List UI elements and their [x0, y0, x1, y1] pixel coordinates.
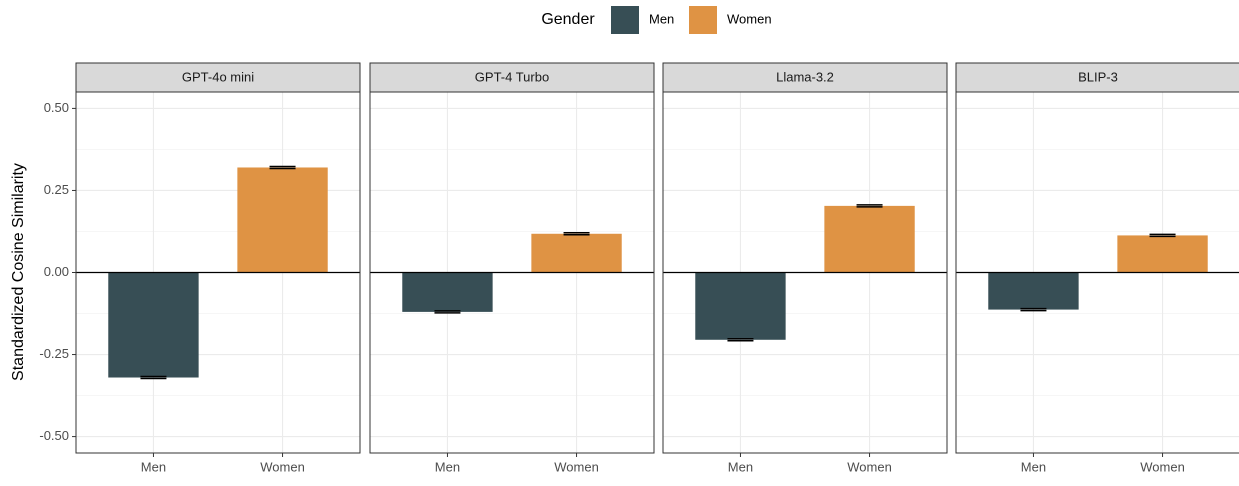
y-axis-label: Standardized Cosine Similarity — [10, 163, 27, 381]
error-bar — [727, 338, 754, 342]
bar — [695, 272, 786, 340]
facet-title: GPT-4o mini — [182, 69, 254, 84]
x-tick-label: Men — [141, 459, 166, 474]
x-tick-label: Men — [1021, 459, 1046, 474]
facet-strip — [955, 62, 1239, 93]
error-bar — [856, 204, 883, 208]
legend-label: Women — [727, 11, 772, 26]
panel-border — [662, 91, 948, 454]
bar — [108, 272, 199, 378]
panel-border — [369, 91, 655, 454]
error-bar — [269, 165, 296, 170]
legend-swatch — [689, 6, 717, 34]
facet-strip — [369, 62, 655, 93]
bar — [1117, 235, 1208, 273]
error-bar — [1020, 307, 1047, 312]
error-bar — [434, 310, 461, 314]
x-tick-label: Men — [435, 459, 460, 474]
facet-strip — [75, 62, 361, 93]
bar — [237, 167, 328, 273]
y-tick-label: -0.50 — [39, 428, 69, 443]
facet-title: GPT-4 Turbo — [475, 69, 549, 84]
bar — [988, 272, 1079, 310]
x-tick-label: Women — [847, 459, 892, 474]
x-tick-label: Women — [260, 459, 305, 474]
legend-title: Gender — [541, 11, 595, 28]
legend-swatch — [611, 6, 639, 34]
facet-title: Llama-3.2 — [776, 69, 834, 84]
y-tick-label: 0.50 — [44, 100, 69, 115]
error-bar — [563, 232, 590, 236]
error-bar — [1149, 233, 1176, 238]
y-tick-label: 0.25 — [44, 182, 69, 197]
legend-label: Men — [649, 11, 674, 26]
bar — [531, 233, 622, 273]
y-tick-label: -0.25 — [39, 346, 69, 361]
bar — [402, 272, 493, 312]
error-bar — [140, 375, 167, 380]
y-tick-label: 0.00 — [44, 264, 69, 279]
bar — [824, 205, 915, 273]
panel-border — [955, 91, 1239, 454]
x-tick-label: Women — [554, 459, 599, 474]
facet-strip — [662, 62, 948, 93]
x-tick-label: Men — [728, 459, 753, 474]
facet-title: BLIP-3 — [1078, 69, 1118, 84]
x-tick-label: Women — [1140, 459, 1185, 474]
